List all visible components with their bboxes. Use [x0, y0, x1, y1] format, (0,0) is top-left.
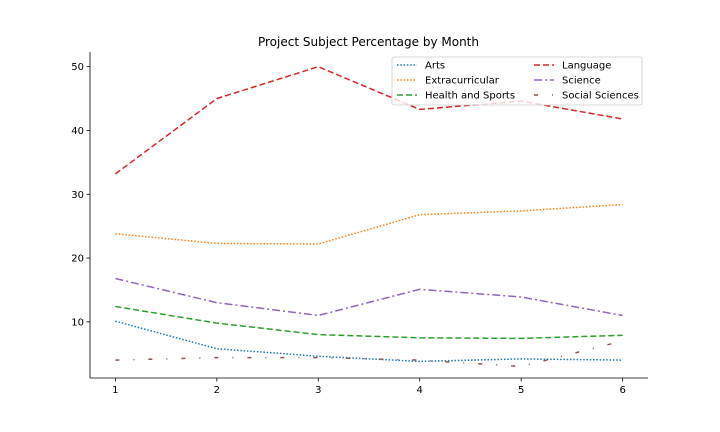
y-tick-label: 40	[71, 126, 84, 137]
y-ticks: 10 20 30 40 50	[71, 62, 90, 328]
x-tick-label: 6	[619, 385, 625, 396]
y-tick-label: 30	[71, 190, 84, 201]
plot-lines	[114, 65, 623, 368]
series-line-5	[115, 340, 623, 368]
legend: Arts Extracurricular Health and Sports Lang…	[391, 56, 643, 106]
x-tick-label: 2	[214, 385, 220, 396]
x-tick-label: 5	[518, 385, 524, 396]
x-tick-label: 1	[112, 385, 118, 396]
x-tick-label: 4	[417, 385, 423, 396]
legend-label-2: Health and Sports	[425, 91, 515, 102]
legend-label-4: Science	[562, 76, 601, 87]
series-line-2	[115, 305, 623, 340]
legend-frame	[391, 56, 643, 106]
y-tick-label: 10	[71, 317, 84, 328]
legend-label-5: Social Sciences	[562, 91, 639, 102]
legend-label-3: Language	[562, 61, 611, 72]
legend-label-0: Arts	[425, 61, 445, 72]
series-line-4	[115, 277, 623, 317]
legend-label-1: Extracurricular	[425, 76, 500, 87]
x-tick-label: 3	[315, 385, 321, 396]
y-tick-label: 20	[71, 254, 84, 265]
chart-title: Project Subject Percentage by Month	[258, 35, 479, 49]
y-tick-label: 50	[71, 62, 84, 73]
series-line-1	[115, 203, 623, 245]
x-ticks: 1 2 3 4 5 6	[112, 378, 626, 396]
axes	[89, 52, 648, 379]
series-line-0	[115, 320, 623, 363]
